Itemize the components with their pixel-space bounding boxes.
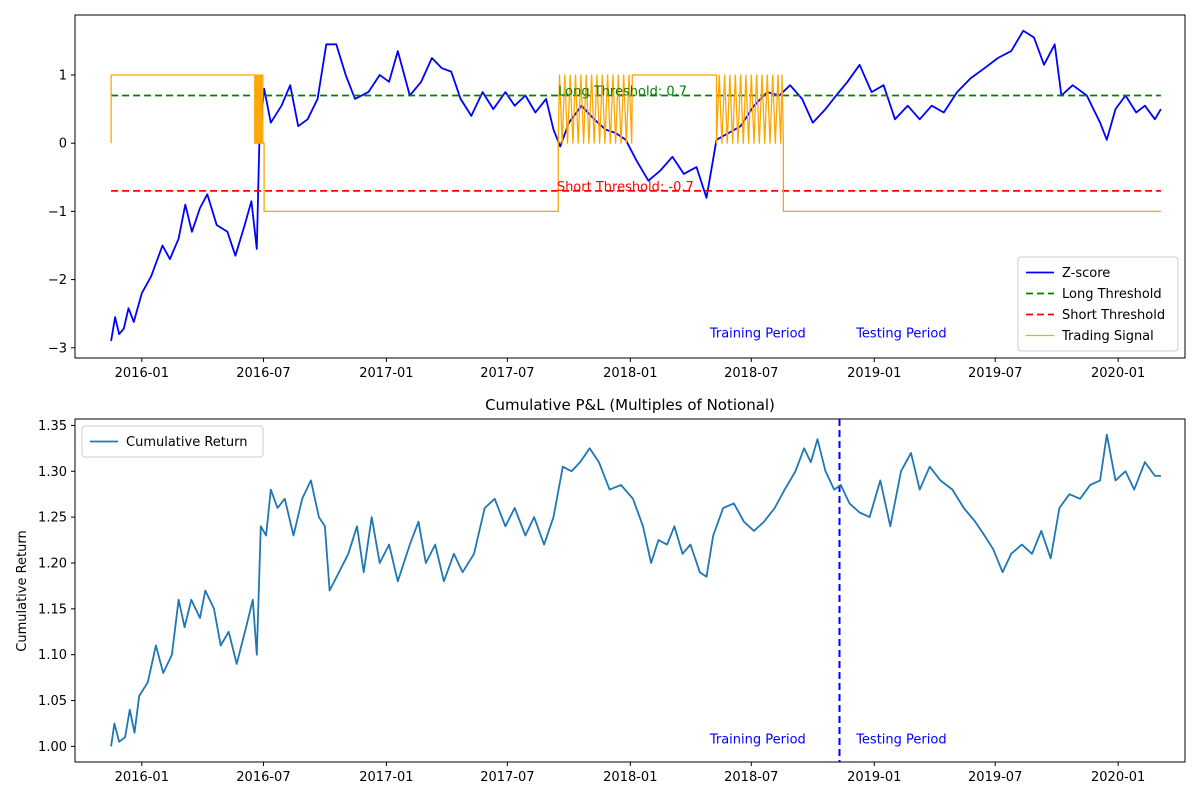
trading-signal-line [110, 74, 1161, 213]
pnl-y-axis-label: Cumulative Return [15, 530, 30, 651]
short-threshold-legend-label: Short Threshold [1062, 308, 1165, 323]
cumulative-return-line [110, 433, 1161, 747]
pnl-y-tick-label: 1.25 [38, 511, 67, 526]
training-period-annotation: Training Period [709, 327, 806, 342]
pnl-y-tick-label: 1.20 [38, 556, 67, 571]
training-period-annotation: Training Period [709, 733, 806, 748]
pnl-x-tick-label: 2017-01 [359, 770, 413, 785]
z-score-legend-label: Z-score [1062, 266, 1110, 281]
pnl-y-axis: 1.00 1.05 1.10 1.15 1.20 1.25 1.30 1.35 [38, 419, 75, 755]
pnl-x-tick-label: 2019-07 [968, 770, 1022, 785]
z-score-line [110, 29, 1162, 342]
zscore-x-axis: 2016-01 2016-07 2017-01 2017-07 2018-01 2018-… [115, 358, 1145, 381]
pnl-y-tick-label: 1.15 [38, 602, 67, 617]
zscore-x-tick-label: 2016-01 [115, 366, 169, 381]
zscore-plot-frame [74, 14, 1186, 359]
long-threshold-annotation: Long Threshold: 0.7 [558, 84, 687, 99]
zscore-x-tick-label: 2017-01 [359, 366, 413, 381]
zscore-y-tick-label: −1 [48, 205, 67, 220]
pnl-x-tick-label: 2016-01 [115, 770, 169, 785]
trading-signal-legend-label: Trading Signal [1061, 329, 1154, 344]
pnl-x-tick-label: 2018-07 [724, 770, 778, 785]
pnl-y-tick-label: 1.30 [38, 465, 67, 480]
pnl-x-axis: 2016-01 2016-07 2017-01 2017-07 2018-01 2018-… [115, 762, 1145, 785]
zscore-x-tick-label: 2018-07 [724, 366, 778, 381]
pnl-x-tick-label: 2018-01 [603, 770, 657, 785]
pnl-legend: Cumulative Return [81, 425, 264, 458]
testing-period-annotation: Testing Period [855, 733, 946, 748]
zscore-y-tick-label: −3 [48, 341, 67, 356]
pnl-y-tick-label: 1.10 [38, 648, 67, 663]
testing-period-annotation: Testing Period [855, 327, 946, 342]
zscore-x-tick-label: 2020-01 [1091, 366, 1145, 381]
pnl-y-tick-label: 1.35 [38, 419, 67, 434]
zscore-x-tick-label: 2016-07 [236, 366, 290, 381]
zscore-series-layer [110, 29, 1162, 342]
zscore-y-tick-label: −2 [48, 273, 67, 288]
pnl-y-tick-label: 1.00 [38, 740, 67, 755]
pnl-x-tick-label: 2016-07 [236, 770, 290, 785]
zscore-legend: Z-score Long Threshold Short Threshold Trad… [1017, 256, 1179, 352]
zscore-legend-box [1017, 256, 1179, 352]
pnl-x-tick-label: 2020-01 [1091, 770, 1145, 785]
pnl-x-tick-label: 2017-07 [480, 770, 534, 785]
zscore-y-tick-label: 1 [59, 69, 67, 84]
zscore-x-tick-label: 2019-01 [847, 366, 901, 381]
zscore-x-tick-label: 2017-07 [480, 366, 534, 381]
short-threshold-annotation: Short Threshold: -0.7 [557, 180, 694, 195]
zscore-x-tick-label: 2018-01 [603, 366, 657, 381]
pnl-y-tick-label: 1.05 [38, 694, 67, 709]
pnl-panel: Cumulative P&L (Multiples of Notional) C… [15, 396, 1186, 785]
pnl-x-tick-label: 2019-01 [847, 770, 901, 785]
zscore-annotations: Long Threshold: 0.7 Short Threshold: -0.7… [557, 84, 947, 341]
long-threshold-legend-label: Long Threshold [1062, 287, 1162, 302]
zscore-x-tick-label: 2019-07 [968, 366, 1022, 381]
zscore-panel: 2016-01 2016-07 2017-01 2017-07 2018-01 2018-… [48, 14, 1186, 381]
zscore-y-axis: −3 −2 −1 0 1 [48, 69, 75, 356]
zscore-y-tick-label: 0 [59, 137, 67, 152]
pnl-legend-box [81, 425, 264, 458]
pnl-series-layer [110, 433, 1161, 747]
pnl-title: Cumulative P&L (Multiples of Notional) [485, 396, 775, 414]
pnl-plot-frame [74, 418, 1186, 763]
pnl-annotations: Training Period Testing Period [709, 733, 947, 748]
cumulative-return-legend-label: Cumulative Return [126, 435, 247, 450]
